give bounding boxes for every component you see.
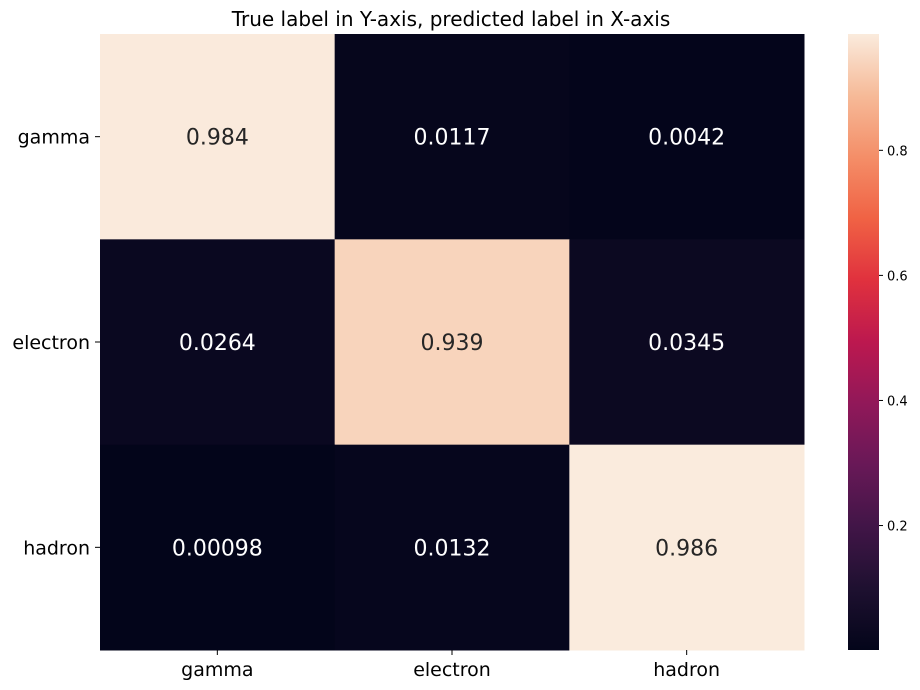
heatmap-cell (334, 444, 570, 651)
heatmap-cell (100, 239, 336, 446)
heatmap-cell (569, 444, 805, 651)
cell-value-label: 0.00098 (172, 536, 263, 561)
cell-value-label: 0.0132 (414, 536, 491, 561)
heatmap-cell (334, 34, 570, 240)
colorbar-tick-label: 0.6 (887, 269, 908, 284)
colorbar-tick-label: 0.2 (887, 520, 908, 535)
x-tick-label: gamma (181, 659, 253, 681)
heatmap-cell (569, 34, 805, 240)
y-tick-label: hadron (23, 537, 90, 559)
heatmap-cell (100, 444, 336, 651)
colorbar-tick-label: 0.8 (887, 144, 908, 159)
cell-value-label: 0.986 (655, 536, 718, 561)
cell-value-label: 0.0264 (179, 331, 256, 356)
y-tick-label: gamma (18, 127, 90, 149)
colorbar-ticks: 0.2 0.4 0.6 0.8 (879, 144, 908, 535)
heatmap-cell (569, 239, 805, 446)
chart-title: True label in Y-axis, predicted label in… (231, 7, 671, 31)
colorbar (848, 34, 879, 650)
heatmap-cell (100, 34, 336, 240)
heatmap-cells: 0.984 0.0117 0.0042 0.0264 0.939 0.0345 0.0009… (100, 34, 805, 651)
y-axis-ticks: gamma electron hadron (12, 127, 100, 559)
x-tick-label: electron (413, 659, 491, 681)
y-tick-label: electron (12, 332, 90, 354)
cell-value-label: 0.0345 (648, 331, 725, 356)
x-tick-label: hadron (653, 659, 720, 681)
x-axis-ticks: gamma electron hadron (181, 650, 720, 681)
colorbar-tick-label: 0.4 (887, 394, 908, 409)
heatmap-cell (334, 239, 570, 446)
cell-value-label: 0.984 (186, 126, 249, 151)
cell-value-label: 0.0042 (648, 126, 725, 151)
cell-value-label: 0.0117 (414, 126, 491, 151)
cell-value-label: 0.939 (421, 331, 484, 356)
